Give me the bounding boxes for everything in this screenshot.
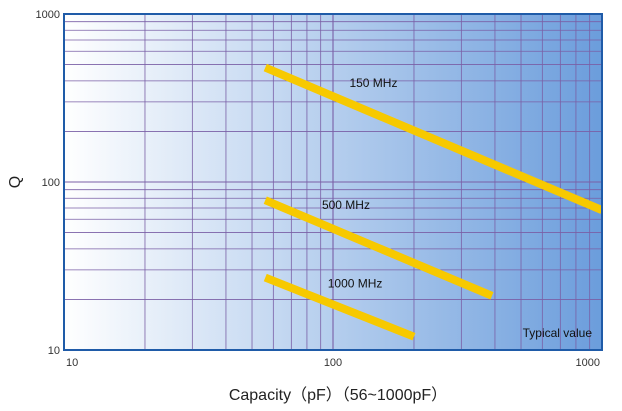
series-lines [263, 63, 602, 341]
series-labels: 150 MHz 500 MHz 1000 MHz [322, 76, 398, 290]
x-tick-label: 10 [66, 357, 78, 369]
plot-frame [63, 13, 603, 351]
y-tick-label: 10 [48, 345, 60, 357]
x-axis-title: Capacity（pF）（56~1000pF） [229, 386, 447, 404]
y-axis-title: Q [7, 176, 24, 188]
x-tick-label: 100 [324, 357, 342, 369]
series-line-500-mhz [263, 196, 494, 300]
series-label: 500 MHz [322, 198, 370, 212]
annotation-typical-value: Typical value [523, 326, 593, 340]
y-tick-label: 1000 [36, 9, 60, 21]
x-tick-label: 1000 [576, 357, 600, 369]
grid [64, 14, 602, 350]
series-line-150-mhz [263, 63, 602, 214]
tick-labels: 10 100 1000 10 100 1000 [36, 9, 600, 369]
series-label: 1000 MHz [328, 276, 383, 290]
series-line-1000-mhz [263, 273, 416, 341]
series-label: 150 MHz [349, 76, 397, 90]
y-tick-label: 100 [42, 177, 60, 189]
